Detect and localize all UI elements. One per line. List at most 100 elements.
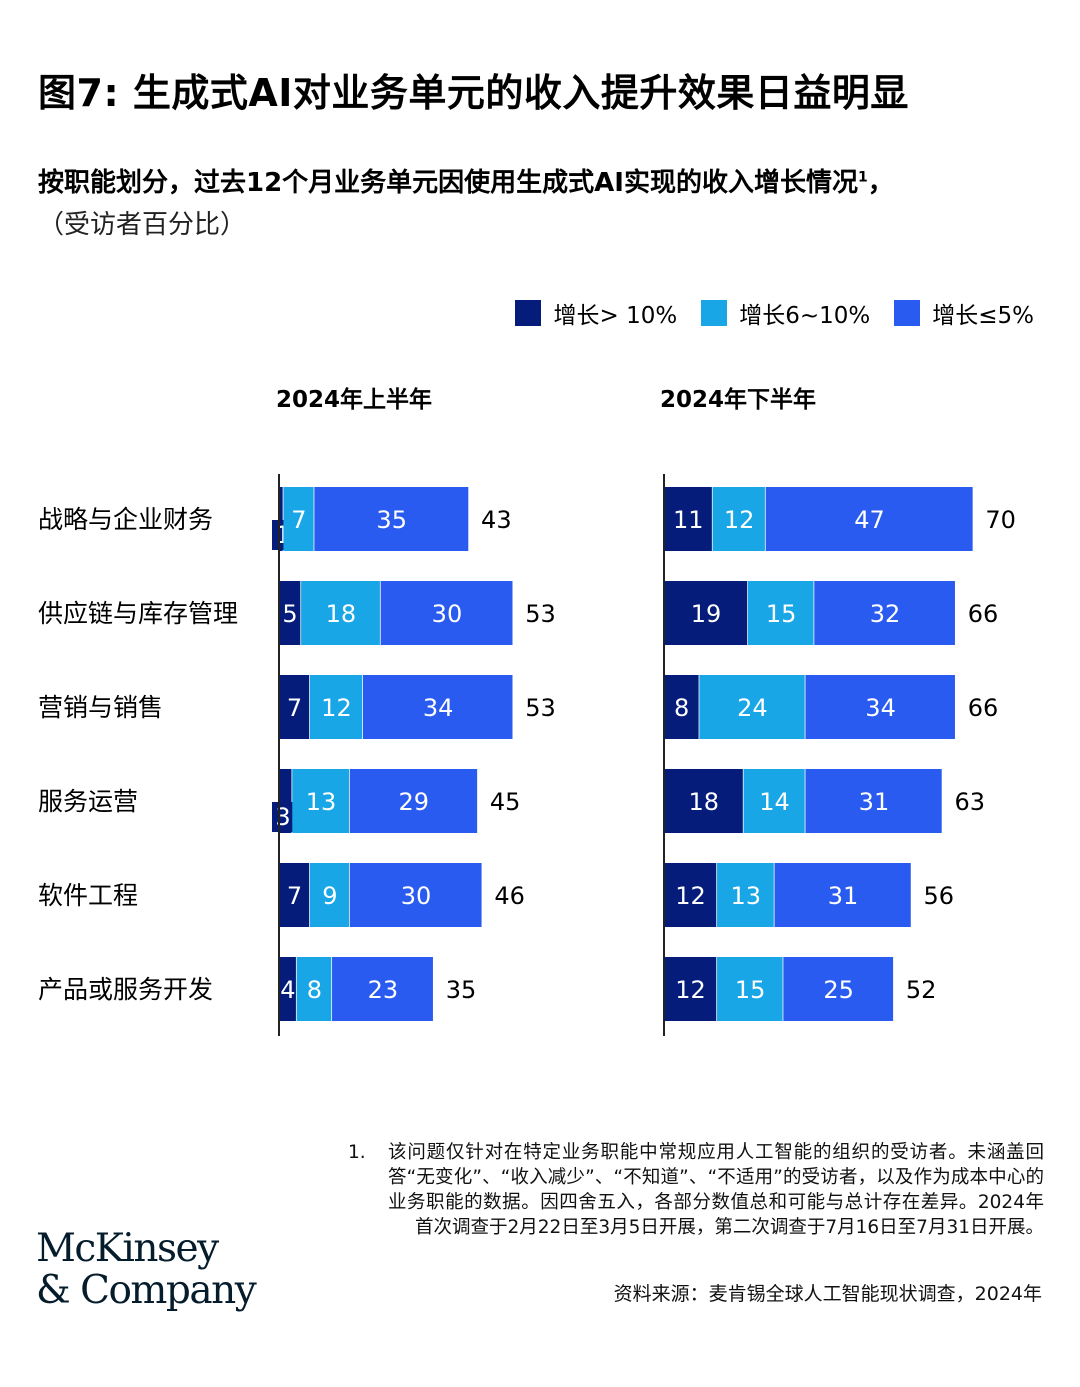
bar-segment [699,675,806,739]
data-label: 4 [280,976,295,1004]
footnote-number: 1. [348,1142,366,1163]
subtitle-suffix: ， [867,168,894,198]
legend-item-6to10: 增长6~10% [701,296,870,330]
category-label: 供应链与库存管理 [38,599,238,628]
bar-segment [279,957,297,1021]
category-label: 服务运营 [38,787,138,816]
bar-segment [664,487,713,551]
data-label: 15 [735,976,766,1004]
bar-segment [664,675,700,739]
bar-segment [805,675,956,739]
bar-segment [743,769,806,833]
category-label: 营销与销售 [38,693,163,722]
bar-segment [805,769,943,833]
data-label: 7 [291,506,306,534]
bar-segment [292,769,350,833]
bar-segment [283,487,315,551]
data-label: 12 [321,694,352,722]
total-label: 66 [968,694,999,722]
bar-segment [664,769,744,833]
legend-swatch-gt10 [515,300,542,326]
data-label: 30 [432,600,463,628]
data-label: 34 [423,694,454,722]
data-label: 25 [823,976,854,1004]
small-value-box [272,802,294,832]
bar-segment [349,769,478,833]
bar-segment [309,863,350,927]
bar-segment [349,863,483,927]
data-label: 9 [322,882,337,910]
bar-segment [664,957,718,1021]
data-label: 13 [306,788,337,816]
data-label: 12 [724,506,755,534]
panel-title-h1: 2024年上半年 [276,387,433,413]
logo-line-1: McKinsey [36,1226,219,1271]
subtitle-text: 按职能划分，过去12个月业务单元因使用生成式AI实现的收入增长情况 [38,168,858,198]
data-label: 12 [675,882,706,910]
total-label: 53 [525,600,556,628]
data-label: 12 [675,976,706,1004]
category-label: 战略与企业财务 [38,505,213,534]
bar-segment [332,957,434,1021]
bar-segment [774,863,912,927]
data-label: 34 [865,694,896,722]
bar-segment [380,581,514,645]
mckinsey-logo: McKinsey & Company [36,1226,257,1313]
bar-segment [279,487,284,551]
bar-segment [314,487,470,551]
data-label: 15 [766,600,797,628]
total-label: 53 [525,694,556,722]
legend-swatch-le5 [894,300,921,326]
data-label: 11 [673,506,704,534]
bar-segment [279,675,310,739]
bar-segment [279,581,302,645]
total-label: 63 [954,788,985,816]
footnote-text: 该问题仅针对在特定业务职能中常规应用人工智能的组织的受访者。未涵盖回答“无变化”… [388,1142,1044,1238]
data-label: 23 [368,976,399,1004]
chart-unit-note: （受访者百分比） [38,210,247,240]
page-title: 图7: 生成式AI对业务单元的收入提升效果日益明显 [38,71,909,115]
chart-subtitle: 按职能划分，过去12个月业务单元因使用生成式AI实现的收入增长情况1， [38,162,894,199]
data-label: 29 [399,788,430,816]
panel-title-h2: 2024年下半年 [660,387,817,413]
source-note: 资料来源：麦肯锡全球人工智能现状调查，2024年 [613,1283,1042,1305]
total-label: 46 [494,882,525,910]
data-label: 18 [326,600,357,628]
total-label: 52 [906,976,937,1004]
bar-segment [765,487,974,551]
total-label: 70 [985,506,1016,534]
total-label: 66 [968,600,999,628]
legend-item-le5: 增长≤5% [894,296,1034,330]
data-label: 35 [376,506,407,534]
data-label: 18 [689,788,720,816]
data-label: 3 [275,803,290,831]
data-label: 30 [401,882,432,910]
data-label: 8 [307,976,322,1004]
total-label: 35 [446,976,477,1004]
logo-line-2: & Company [36,1268,257,1313]
bar-segment [717,957,784,1021]
total-label: 45 [490,788,521,816]
bar-segment [296,957,333,1021]
data-label: 19 [691,600,722,628]
bar-segment [362,675,514,739]
bar-segment [717,863,775,927]
total-label: 56 [924,882,955,910]
legend-item-gt10: 增长> 10% [515,296,677,330]
bar-segment [747,581,815,645]
legend: 增长> 10% 增长6~10% 增长≤5% [491,296,1034,330]
data-label: 8 [674,694,689,722]
data-label: 47 [854,506,885,534]
legend-label-le5: 增长≤5% [932,303,1034,329]
category-label: 产品或服务开发 [38,975,213,1004]
data-label: 24 [737,694,768,722]
data-label: 31 [828,882,859,910]
data-label: 5 [282,600,297,628]
legend-swatch-6to10 [701,300,728,326]
bar-segment [712,487,766,551]
bar-segment [783,957,894,1021]
total-label: 43 [481,506,512,534]
bar-segment [814,581,956,645]
data-label: 13 [730,882,761,910]
